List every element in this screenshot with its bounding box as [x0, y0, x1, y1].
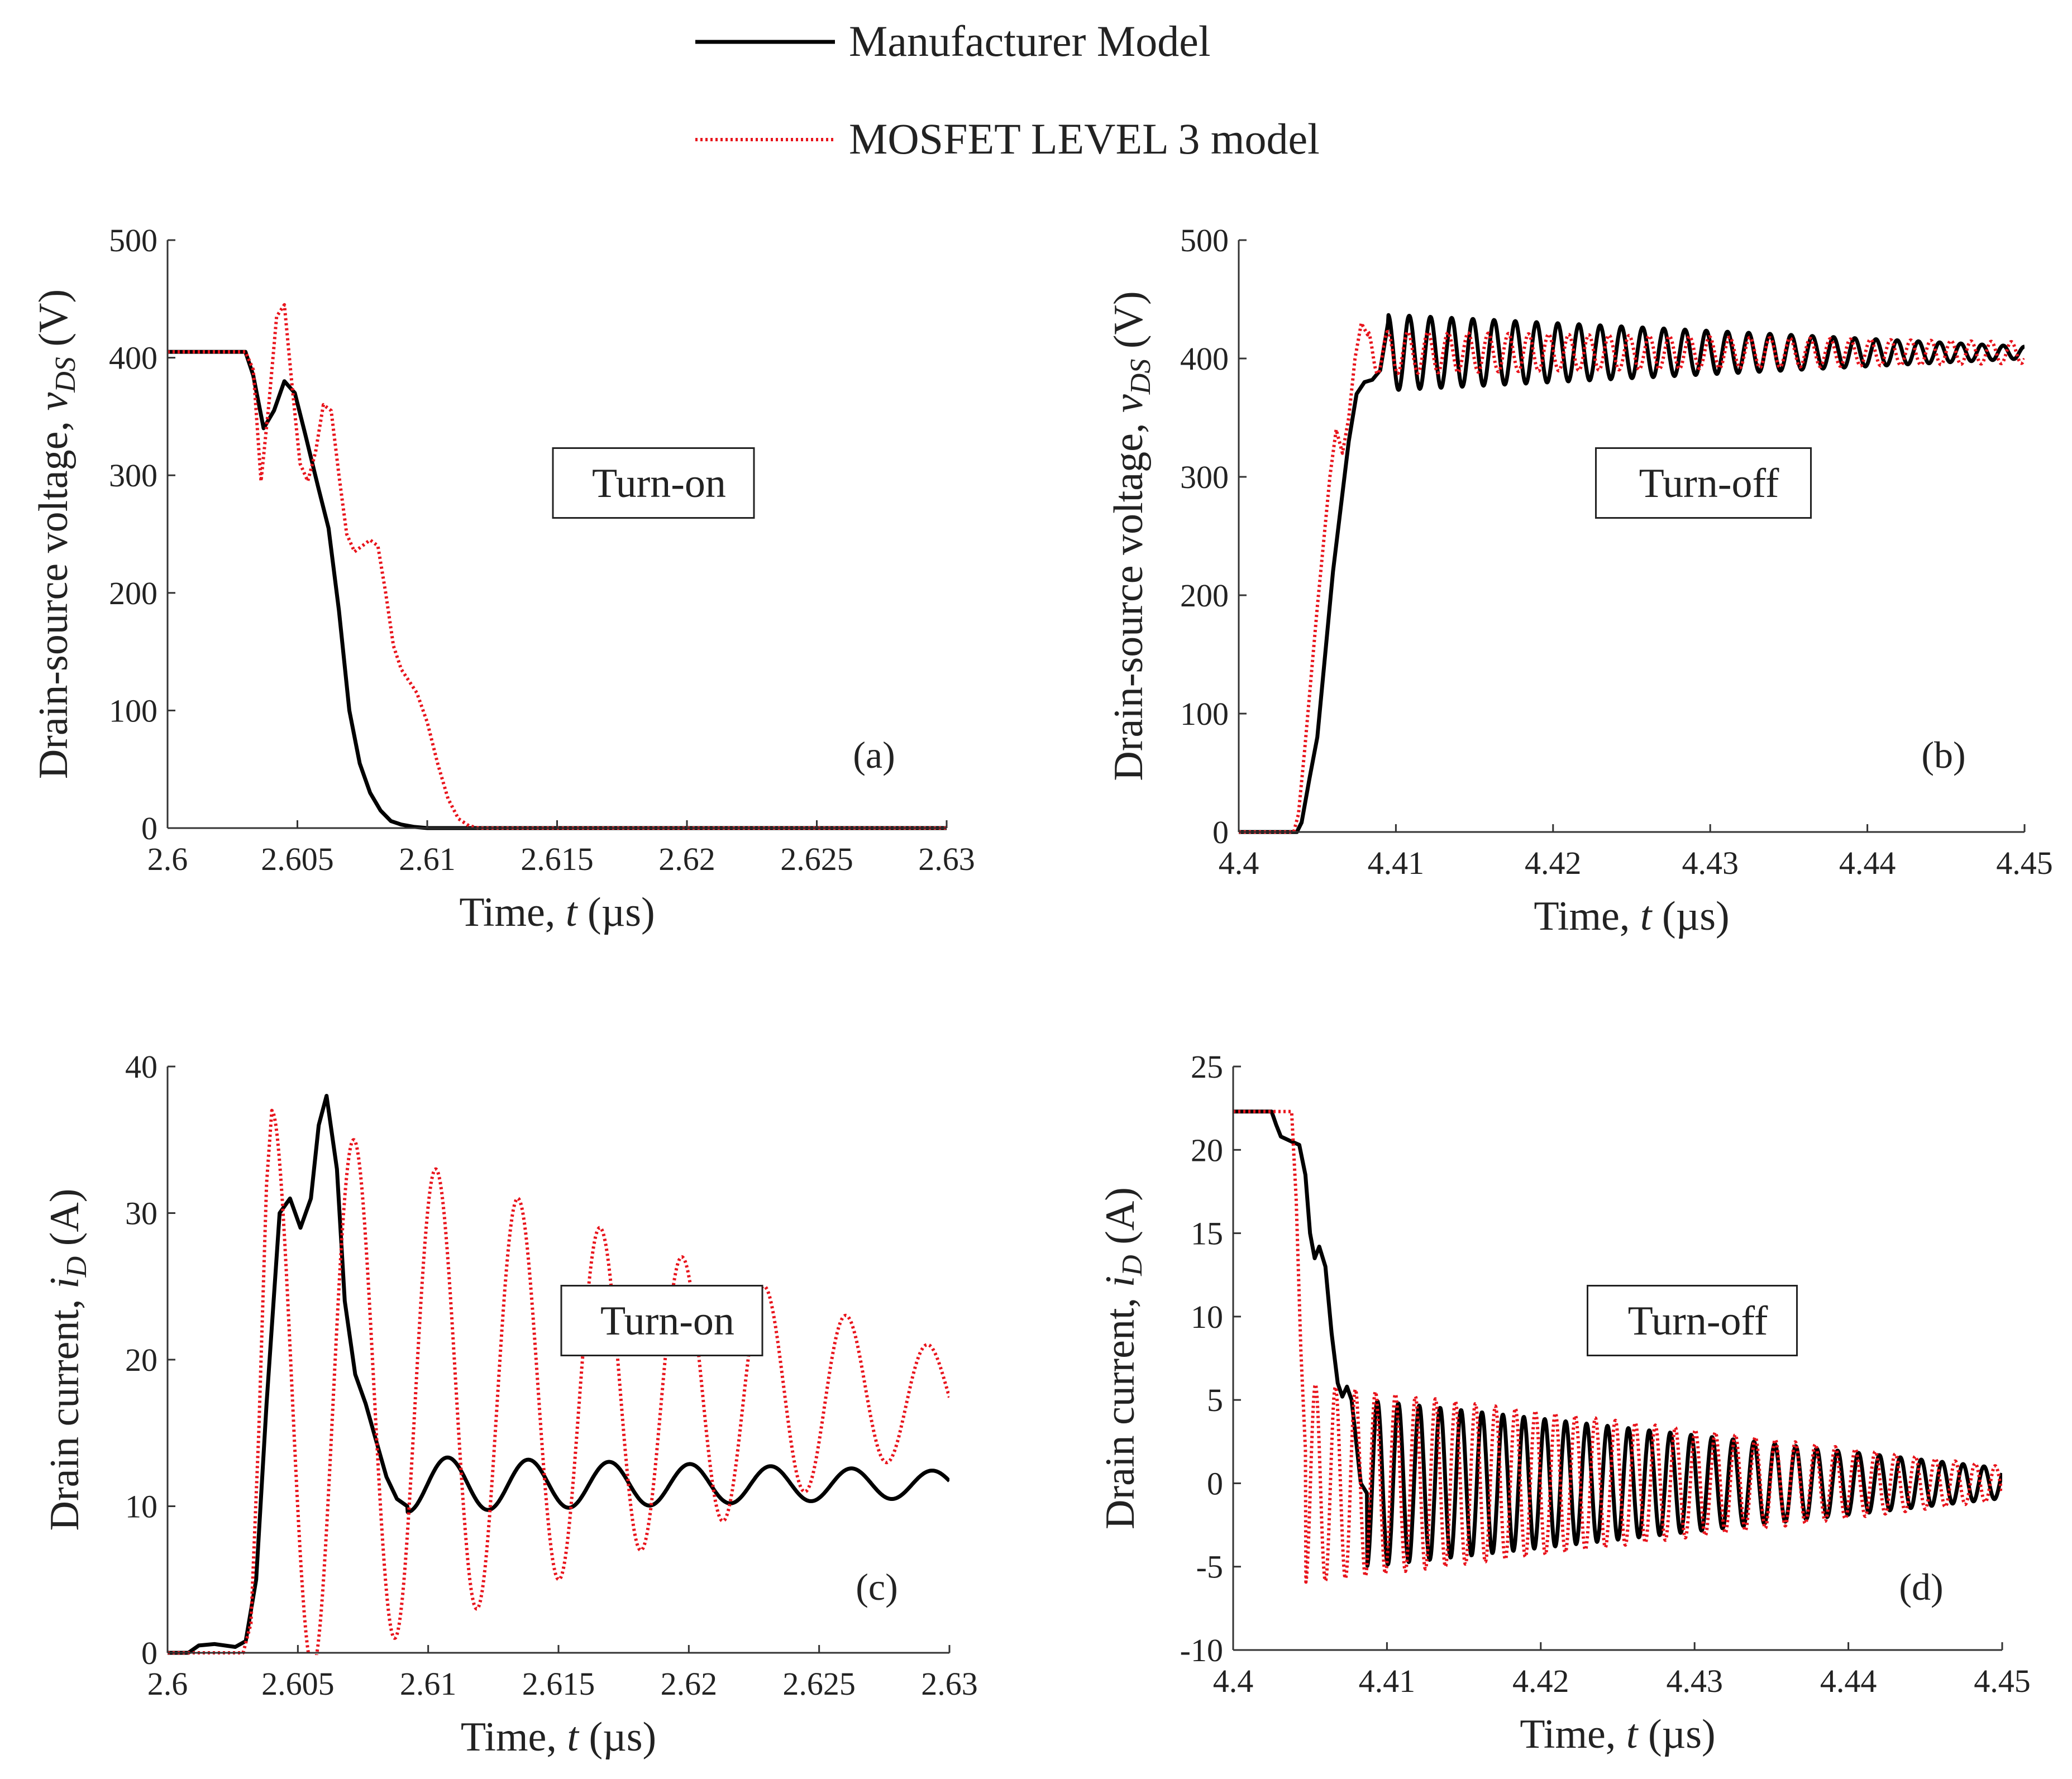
- series-line-c-manufacturer: [168, 1094, 949, 1655]
- x-tick-label-b: 4.41: [1368, 845, 1425, 881]
- x-tick-label-b: 4.45: [1996, 845, 2053, 881]
- y-tick-label-d: -10: [1180, 1632, 1223, 1668]
- annotation-box-d: [1587, 1285, 1798, 1356]
- x-axis-title-a: Time, t (µs): [459, 890, 655, 935]
- x-tick-label-c: 2.6: [147, 1666, 188, 1702]
- y-axis-title-c: Drain current, iD (A): [42, 1189, 93, 1531]
- panel-d: 4.4 4.41 4.42 4.43 4.44 4.45 -10 -5 0 5 10 15 20 25 Ti…: [1097, 1049, 2031, 1757]
- series-line-d-level3: [1233, 1110, 2002, 1584]
- y-tick-label-d: 20: [1191, 1132, 1223, 1168]
- x-tick-label-a: 2.61: [399, 841, 456, 877]
- x-tick-label-d: 4.42: [1512, 1663, 1569, 1699]
- annotation-text-d: Turn-off: [1628, 1298, 1768, 1344]
- annotation-box-a: [552, 447, 755, 519]
- annotation-box-b: [1595, 447, 1812, 519]
- annotation-text-b: Turn-off: [1639, 461, 1779, 506]
- y-axis-title-d: Drain current, iD (A): [1097, 1187, 1148, 1529]
- panel-c: 2.6 2.605 2.61 2.615 2.62 2.625 2.63 0 10 20 30 40 T…: [42, 1049, 978, 1760]
- series-line-d-manufacturer: [1233, 1110, 2002, 1568]
- panel-label-b: (b): [1921, 734, 1965, 776]
- x-tick-label-d: 4.44: [1820, 1663, 1877, 1699]
- x-tick-label-c: 2.615: [522, 1666, 595, 1702]
- panel-b: 4.4 4.41 4.42 4.43 4.44 4.45 0 100 200 300 400 500 T…: [1106, 222, 2053, 939]
- x-tick-label-a: 2.605: [261, 841, 334, 877]
- y-tick-label-c: 0: [141, 1635, 157, 1671]
- y-tick-label-b: 0: [1212, 814, 1229, 850]
- x-tick-label-d: 4.4: [1213, 1663, 1254, 1699]
- x-axis-title-d: Time, t (µs): [1520, 1711, 1715, 1757]
- panel-label-c: (c): [856, 1566, 897, 1608]
- y-tick-label-b: 100: [1180, 696, 1229, 732]
- x-tick-label-a: 2.6: [147, 841, 188, 877]
- y-axis-title-a: Drain-source voltage, vDS (V): [31, 289, 82, 779]
- x-tick-label-b: 4.43: [1682, 845, 1739, 881]
- x-tick-label-c: 2.62: [661, 1666, 718, 1702]
- y-tick-label-a: 400: [109, 340, 157, 376]
- x-tick-label-c: 2.605: [261, 1666, 335, 1702]
- x-tick-label-d: 4.43: [1666, 1663, 1723, 1699]
- annotation-box-c: [560, 1285, 763, 1356]
- y-tick-label-b: 200: [1180, 577, 1229, 614]
- panels: 2.6 2.605 2.61 2.615 2.62 2.625 2.630100200300…: [31, 222, 2053, 1760]
- y-tick-label-d: 25: [1191, 1049, 1223, 1085]
- y-tick-label-c: 20: [125, 1342, 157, 1378]
- y-tick-label-a: 300: [109, 457, 157, 494]
- x-tick-label-c: 2.61: [400, 1666, 457, 1702]
- y-tick-label-c: 10: [125, 1489, 157, 1525]
- panel-label-d: (d): [1899, 1566, 1943, 1608]
- legend-label-level3: MOSFET LEVEL 3 model: [849, 114, 1320, 163]
- y-tick-label-d: -5: [1196, 1549, 1223, 1585]
- panel-a: 2.6 2.605 2.61 2.615 2.62 2.625 2.63 0 100 200 300…: [31, 222, 975, 935]
- x-axis-title-b: Time, t (µs): [1534, 893, 1729, 939]
- panel-label-a: (a): [853, 734, 895, 776]
- y-tick-label-d: 10: [1191, 1299, 1223, 1335]
- y-tick-label-b: 300: [1180, 459, 1229, 495]
- y-tick-label-d: 5: [1207, 1382, 1223, 1418]
- annotation-text-a: Turn-on: [592, 461, 726, 506]
- x-tick-label-d: 4.45: [1974, 1663, 2031, 1699]
- legend-label-manufacturer: Manufacturer Model: [849, 17, 1211, 65]
- x-tick-label-c: 2.625: [782, 1666, 856, 1702]
- x-tick-label-c: 2.63: [921, 1666, 978, 1702]
- y-tick-label-c: 30: [125, 1195, 157, 1232]
- x-tick-label-a: 2.615: [521, 841, 594, 877]
- x-tick-label-a: 2.625: [780, 841, 853, 877]
- series-line-b-manufacturer: [1239, 313, 2025, 834]
- x-tick-label-a: 2.62: [658, 841, 715, 877]
- series-line-c-level3: [168, 1108, 949, 1655]
- x-tick-label-b: 4.42: [1525, 845, 1582, 881]
- y-tick-label-d: 15: [1191, 1216, 1223, 1252]
- y-tick-label-b: 400: [1180, 341, 1229, 377]
- y-tick-label-d: 0: [1207, 1465, 1223, 1501]
- y-tick-label-a: 200: [109, 575, 157, 611]
- y-tick-label-a: 0: [141, 810, 157, 847]
- x-axis-title-c: Time, t (µs): [461, 1714, 656, 1760]
- legend: Manufacturer Model MOSFET LEVEL 3 model: [695, 17, 1320, 163]
- y-tick-label-b: 500: [1180, 222, 1229, 259]
- y-axis-title-b: Drain-source voltage, vDS (V): [1106, 291, 1157, 781]
- series-line-a-manufacturer: [168, 350, 947, 830]
- y-tick-label-c: 40: [125, 1049, 157, 1085]
- annotation-text-c: Turn-on: [600, 1298, 734, 1344]
- x-tick-label-d: 4.41: [1359, 1663, 1416, 1699]
- y-tick-label-a: 500: [109, 222, 157, 259]
- x-tick-label-a: 2.63: [918, 841, 975, 877]
- y-tick-label-a: 100: [109, 692, 157, 729]
- x-tick-label-b: 4.4: [1219, 845, 1259, 881]
- x-tick-label-b: 4.44: [1839, 845, 1896, 881]
- series-line-a-level3: [168, 303, 947, 830]
